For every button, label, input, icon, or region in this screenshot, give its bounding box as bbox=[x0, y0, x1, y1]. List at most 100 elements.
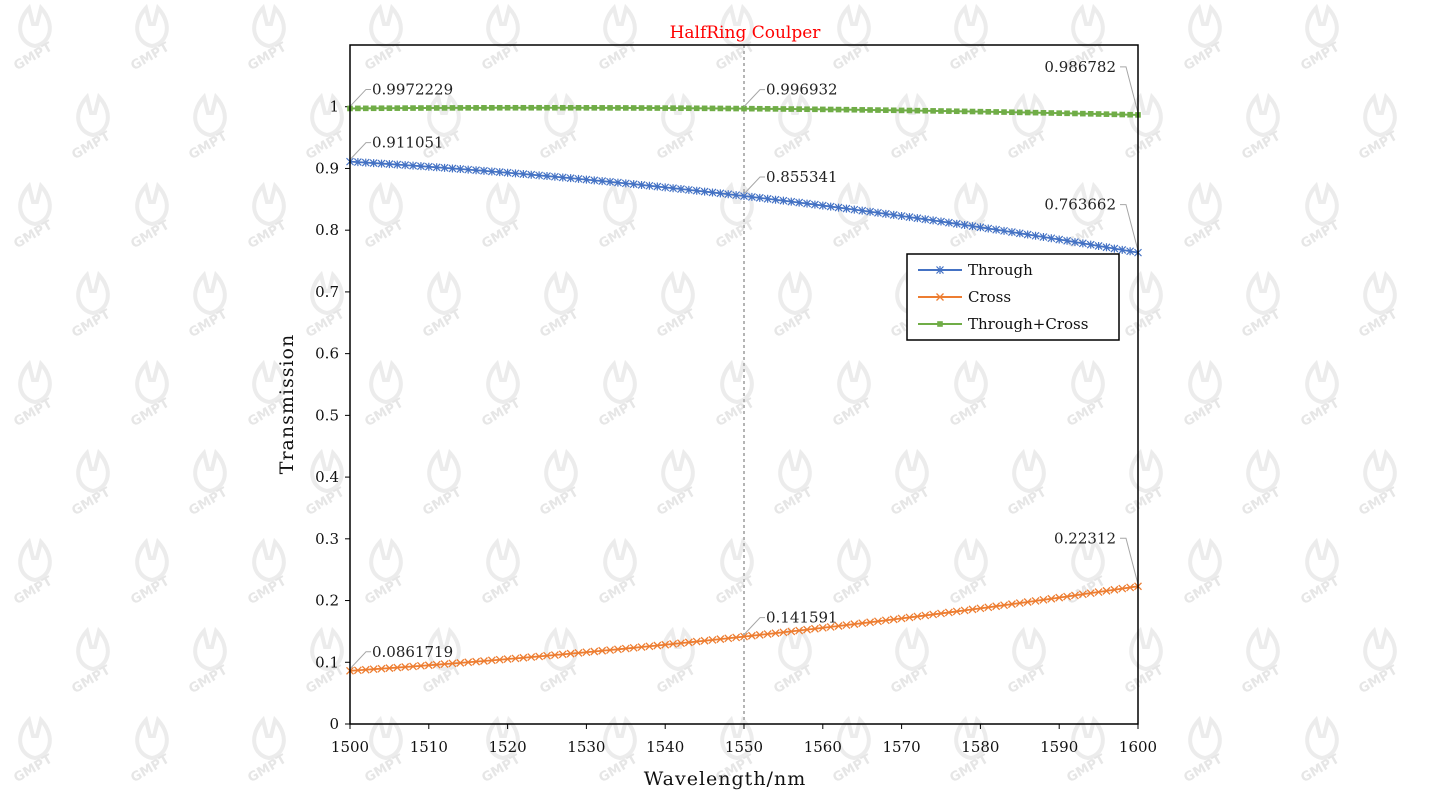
series-point bbox=[803, 199, 811, 208]
watermark-logo: GMPT bbox=[713, 359, 757, 430]
series-point bbox=[992, 602, 1001, 611]
series-point bbox=[1032, 109, 1039, 116]
series-point bbox=[1078, 239, 1087, 248]
series-point bbox=[858, 206, 867, 215]
series-point bbox=[385, 160, 394, 169]
series-point bbox=[732, 191, 741, 200]
series-point bbox=[558, 650, 567, 659]
watermark-logo: GMPT bbox=[245, 181, 289, 252]
series-point bbox=[883, 107, 889, 113]
series-point bbox=[709, 105, 716, 112]
series-point bbox=[1094, 588, 1103, 596]
series-point bbox=[480, 657, 488, 665]
watermark-logo: GMPT bbox=[1298, 715, 1342, 786]
series-point bbox=[410, 105, 416, 111]
series-point bbox=[543, 651, 551, 660]
series-point bbox=[433, 105, 440, 111]
series-point bbox=[881, 616, 890, 625]
series-point bbox=[929, 610, 938, 619]
watermark-logo: GMPT bbox=[1005, 92, 1049, 163]
series-point bbox=[1063, 236, 1072, 245]
y-axis-ticks: 0 0.1 0.2 0.3 0.4 0.5 0.6 0.7 0.8 0.9 1 bbox=[315, 98, 350, 733]
watermark-logo: GMPT bbox=[1298, 3, 1342, 74]
series-point bbox=[842, 204, 851, 213]
series-point bbox=[686, 105, 692, 112]
series-through bbox=[346, 157, 1142, 257]
watermark-logo: GMPT bbox=[654, 92, 698, 163]
y-tick-label: 0.7 bbox=[315, 283, 339, 301]
series-cross bbox=[346, 582, 1142, 675]
series-point bbox=[1017, 109, 1023, 116]
series-point bbox=[1119, 111, 1126, 118]
series-point bbox=[1015, 229, 1024, 238]
series-point bbox=[717, 105, 724, 112]
series-point bbox=[976, 604, 985, 613]
series-point bbox=[543, 172, 551, 181]
watermark-logo: GMPT bbox=[479, 181, 523, 252]
series-point bbox=[1086, 589, 1095, 598]
series-point bbox=[804, 106, 810, 113]
legend-label: Through+Cross bbox=[968, 315, 1088, 333]
series-point bbox=[677, 185, 685, 194]
data-label: 0.986782 bbox=[1044, 58, 1139, 114]
series-point bbox=[929, 216, 938, 225]
series-point bbox=[465, 105, 471, 111]
watermark-logo: GMPT bbox=[186, 270, 230, 341]
series-point bbox=[535, 652, 544, 661]
series-point bbox=[921, 215, 930, 224]
watermark-logo: GMPT bbox=[128, 715, 172, 786]
data-label-text: 0.9972229 bbox=[372, 80, 453, 98]
series-point bbox=[771, 629, 780, 638]
series-point bbox=[426, 105, 432, 111]
series-point bbox=[1072, 110, 1078, 117]
watermark-logo: GMPT bbox=[420, 448, 464, 519]
data-label-text: 0.141591 bbox=[766, 609, 838, 627]
series-point bbox=[669, 184, 678, 193]
legend-marker bbox=[937, 321, 943, 327]
watermark-logo: GMPT bbox=[128, 3, 172, 74]
series-point bbox=[788, 106, 795, 112]
y-tick-label: 0.3 bbox=[315, 530, 339, 548]
series-point bbox=[550, 172, 559, 181]
series-point bbox=[662, 105, 668, 111]
watermark-logo: GMPT bbox=[1239, 448, 1283, 519]
series-point bbox=[922, 107, 929, 114]
series-point bbox=[550, 651, 559, 659]
series-point bbox=[1040, 110, 1047, 116]
series-point bbox=[803, 625, 811, 634]
series-point bbox=[441, 105, 448, 111]
legend: Through Cross Through+Cross bbox=[906, 253, 1120, 341]
watermark-logo: GMPT bbox=[128, 537, 172, 608]
series-point bbox=[906, 107, 913, 114]
series-point bbox=[1087, 111, 1094, 117]
series-point bbox=[361, 665, 370, 674]
y-tick-label: 0.4 bbox=[315, 468, 339, 486]
series-point bbox=[440, 163, 449, 172]
series-point bbox=[1095, 111, 1102, 117]
series-point bbox=[629, 643, 638, 652]
series-point bbox=[1007, 228, 1016, 237]
label-leader-line bbox=[1120, 204, 1139, 251]
series-point bbox=[692, 637, 701, 646]
watermark-logo: GMPT bbox=[479, 537, 523, 608]
series-point bbox=[402, 105, 408, 111]
series-point bbox=[653, 182, 662, 191]
chart-title: HalfRing Coulper bbox=[670, 23, 822, 43]
series-point bbox=[1007, 600, 1016, 609]
series-point bbox=[1015, 599, 1024, 608]
series-point bbox=[827, 106, 834, 113]
series-point bbox=[582, 175, 591, 184]
series-point bbox=[489, 105, 495, 111]
series-point bbox=[795, 626, 804, 635]
series-point bbox=[984, 603, 993, 612]
data-label-text: 0.0861719 bbox=[372, 643, 453, 661]
series-point bbox=[772, 106, 779, 112]
series-point bbox=[456, 658, 465, 667]
series-point bbox=[977, 108, 984, 115]
series-point bbox=[859, 107, 865, 113]
watermark-logo: GMPT bbox=[186, 626, 230, 697]
series-point bbox=[527, 653, 536, 662]
data-label: 0.141591 bbox=[743, 609, 838, 635]
series-point bbox=[511, 169, 520, 178]
legend-marker bbox=[936, 266, 944, 274]
